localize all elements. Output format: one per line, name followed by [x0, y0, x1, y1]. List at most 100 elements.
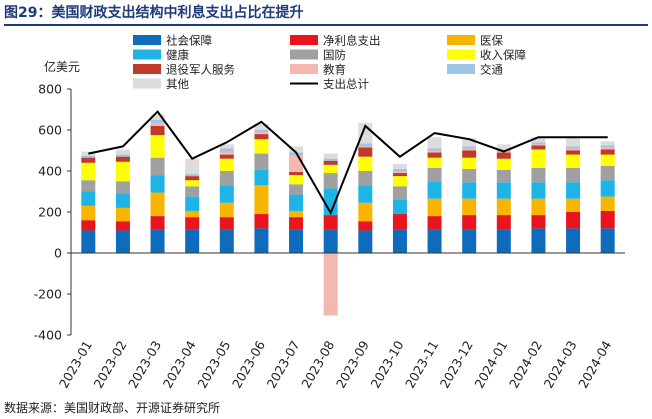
bar-segment [600, 180, 615, 197]
bar-segment [358, 143, 373, 147]
legend-label: 支出总计 [323, 77, 369, 91]
bar-segment [462, 182, 477, 199]
y-tick-label: 200 [38, 205, 62, 220]
bar-segment [150, 175, 165, 193]
bar-segment [392, 163, 407, 169]
bar-segment [289, 229, 304, 253]
bar-segment [115, 156, 130, 162]
bar-segment [219, 229, 234, 253]
legend-label: 国防 [323, 48, 346, 62]
bar-segment [392, 171, 407, 174]
bar-segment [462, 138, 477, 147]
bar-segment [392, 176, 407, 187]
bar-segment [81, 220, 96, 231]
bar-segment [81, 205, 96, 221]
bar-segment [115, 230, 130, 253]
bar-segment [392, 229, 407, 253]
bar-segment [358, 156, 373, 171]
bar-segment [566, 198, 581, 212]
y-tick-label: -200 [34, 287, 62, 302]
source-note: 数据来源：美国财政部、开源证券研究所 [4, 401, 221, 415]
bar-segment [289, 217, 304, 230]
bar-segment [600, 165, 615, 181]
bar-segment [289, 146, 304, 153]
bar-segment [566, 167, 581, 183]
bar-segment [531, 228, 546, 253]
y-axis: 800 600 400 200 0 -200 -400 [34, 82, 72, 343]
bar-segment [358, 221, 373, 231]
bar-segment [323, 173, 338, 189]
bar-segment [496, 144, 511, 150]
legend-label: 其他 [166, 77, 189, 91]
legend-swatch [133, 49, 161, 60]
bar-segment [150, 119, 165, 123]
x-tick-label: 2023-04 [160, 338, 199, 391]
bar-segment [358, 146, 373, 148]
x-tick-label: 2024-01 [471, 338, 510, 391]
bar-segment [254, 139, 269, 154]
bar-segment [566, 228, 581, 253]
legend-label: 收入保障 [480, 48, 526, 62]
bar-segment [289, 155, 304, 173]
bar-segment [566, 146, 581, 149]
x-tick-label: 2023-01 [56, 338, 95, 391]
bar-segment [81, 157, 96, 163]
bar-segment [81, 191, 96, 206]
bar-segment [462, 215, 477, 230]
bar-segment [531, 142, 546, 145]
bar-segment [566, 182, 581, 199]
bar-segment [427, 229, 442, 253]
bar-segment [81, 162, 96, 181]
x-tick-label: 2023-10 [367, 338, 406, 391]
bar-segment [289, 172, 304, 176]
bar-segment [323, 153, 338, 159]
bar-segment [150, 157, 165, 176]
bar-segment [531, 145, 546, 150]
bar-segment [496, 182, 511, 199]
bar-segment [462, 229, 477, 253]
legend-swatch [290, 35, 318, 45]
bar-segment [358, 171, 373, 186]
bar-segment [185, 158, 200, 175]
bar-segment [531, 167, 546, 183]
bar-segment [115, 221, 130, 231]
bar-segment [392, 214, 407, 230]
x-tick-label: 2023-12 [437, 338, 476, 391]
bar-segment [81, 180, 96, 192]
chart-title: 图29：美国财政支出结构中利息支出占比在提升 [4, 5, 304, 21]
total-line [88, 110, 608, 216]
legend-label: 医保 [480, 34, 503, 48]
bar-segment [600, 196, 615, 211]
bar-segment [358, 147, 373, 157]
bar-segment [600, 210, 615, 229]
bar-segment [566, 154, 581, 168]
bar-segment [496, 229, 511, 253]
bar-segment [150, 216, 165, 230]
bar-segment [254, 153, 269, 170]
x-tick-label: 2023-09 [333, 338, 372, 391]
bar-segment [115, 149, 130, 155]
bar-segment [219, 202, 234, 218]
bar-segment [358, 202, 373, 222]
title-divider [4, 24, 648, 26]
bar-segment [254, 214, 269, 229]
bar-segment [185, 210, 200, 218]
bar-segment [600, 145, 615, 148]
bar-segment [219, 158, 234, 171]
bar-segment [496, 158, 511, 170]
bar-segment [427, 181, 442, 199]
legend-swatch [290, 49, 318, 60]
bar-segment [462, 150, 477, 158]
bar-segment [427, 137, 442, 149]
legend-swatch [447, 35, 475, 45]
bar-segment [323, 253, 338, 316]
bar-segment [219, 148, 234, 152]
bar-segment [566, 148, 581, 151]
bar-segment [427, 216, 442, 230]
x-tick-label: 2023-06 [229, 338, 268, 391]
bar-segment [600, 147, 615, 150]
bar-segment [427, 198, 442, 217]
bar-segment [566, 138, 581, 147]
legend-swatch [133, 64, 161, 74]
